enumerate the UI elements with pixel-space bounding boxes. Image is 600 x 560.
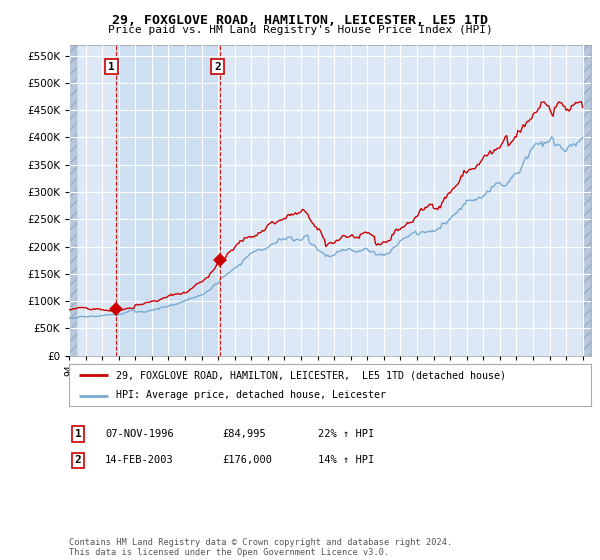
Text: 2: 2 (74, 455, 82, 465)
Text: Contains HM Land Registry data © Crown copyright and database right 2024.
This d: Contains HM Land Registry data © Crown c… (69, 538, 452, 557)
Text: 22% ↑ HPI: 22% ↑ HPI (318, 429, 374, 439)
Text: £84,995: £84,995 (222, 429, 266, 439)
Text: 1: 1 (74, 429, 82, 439)
Text: 14% ↑ HPI: 14% ↑ HPI (318, 455, 374, 465)
Text: 2: 2 (214, 62, 221, 72)
Text: 14-FEB-2003: 14-FEB-2003 (105, 455, 174, 465)
Text: £176,000: £176,000 (222, 455, 272, 465)
Bar (116, 45, 220, 356)
Text: 29, FOXGLOVE ROAD, HAMILTON, LEICESTER,  LE5 1TD (detached house): 29, FOXGLOVE ROAD, HAMILTON, LEICESTER, … (116, 370, 506, 380)
Text: 1: 1 (108, 62, 115, 72)
Bar (69, 45, 77, 356)
Text: HPI: Average price, detached house, Leicester: HPI: Average price, detached house, Leic… (116, 390, 386, 400)
Text: 07-NOV-1996: 07-NOV-1996 (105, 429, 174, 439)
Bar (583, 45, 591, 356)
Text: 29, FOXGLOVE ROAD, HAMILTON, LEICESTER, LE5 1TD: 29, FOXGLOVE ROAD, HAMILTON, LEICESTER, … (112, 14, 488, 27)
Text: Price paid vs. HM Land Registry's House Price Index (HPI): Price paid vs. HM Land Registry's House … (107, 25, 493, 35)
